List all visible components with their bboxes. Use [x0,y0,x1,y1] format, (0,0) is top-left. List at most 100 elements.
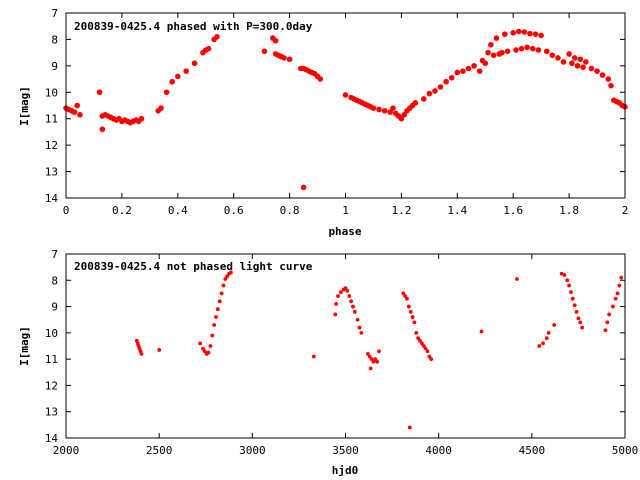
data-point [225,274,230,279]
data-point [482,60,489,67]
x-tick-label: 1.4 [447,204,467,217]
y-tick-label: 7 [51,248,58,261]
x-tick-label: 0.8 [280,204,300,217]
data-point [349,299,353,304]
data-point [210,333,215,338]
data-point [567,283,571,288]
y-tick-label: 9 [51,301,58,314]
data-point [175,73,181,80]
data-point [77,111,83,118]
y-tick-label: 10 [45,327,58,340]
data-point [603,328,608,333]
data-point [460,68,466,74]
data-point [476,68,483,74]
data-point [499,49,505,56]
data-point [410,315,415,319]
data-point [613,296,618,301]
data-point [608,82,614,89]
y-tick-label: 9 [51,60,58,73]
data-point [502,31,508,37]
data-point [524,44,530,51]
data-point [202,349,207,354]
data-point [347,294,352,298]
data-point [412,320,417,325]
data-point [504,48,511,55]
data-point [580,64,586,70]
x-tick-label: 1.6 [503,204,523,217]
data-point [570,296,575,301]
x-tick-label: 4500 [519,444,546,457]
data-point [546,330,551,335]
data-point [571,55,578,61]
data-point [605,320,610,325]
data-point [465,65,472,72]
data-point [333,312,338,317]
data-point [572,303,577,308]
data-point [429,357,434,362]
data-point [541,341,545,346]
data-point [423,346,428,351]
data-point [599,72,606,78]
data-point [454,69,461,76]
data-point [215,307,220,312]
x-tick-label: 0.4 [168,204,188,217]
x-tick-label: 1.8 [559,204,579,217]
data-point [580,325,585,330]
x-tick-label: 2 [622,204,629,217]
data-point [574,63,581,69]
data-point [208,344,213,348]
data-point [555,55,561,61]
y-tick-label: 14 [45,432,59,445]
data-point [300,184,307,191]
unphased-y-ticks: 7 8 9 10 11 12 13 14 [45,248,625,445]
data-point [345,288,350,293]
data-point [212,323,217,327]
data-point [421,344,426,348]
data-point [163,89,170,96]
data-point [518,45,525,52]
data-point [412,100,419,106]
data-point [219,291,224,296]
y-tick-label: 11 [45,353,58,366]
data-point [566,51,572,57]
x-tick-label: 2000 [53,444,80,457]
data-point [387,109,394,115]
data-point [407,425,412,430]
data-point [515,277,519,281]
unphased-chart: 2000 2500 3000 3500 4000 4500 5000 7 8 9 10 11 12 13… [18,248,638,477]
data-point [351,304,355,309]
data-point [373,357,378,362]
data-point [565,278,570,283]
unphased-chart-title: 200839-0425.4 not phased light curve [74,260,313,273]
data-point [416,336,421,341]
data-point [535,47,542,53]
y-tick-label: 8 [51,274,58,287]
data-point [537,344,542,348]
data-point [544,336,549,341]
data-point [205,45,212,52]
data-point [223,277,228,281]
data-point [377,349,381,354]
data-point [510,30,516,36]
data-point [71,109,78,115]
data-point [427,354,432,359]
data-point [405,296,409,301]
data-point [406,304,411,309]
data-point [365,351,370,356]
data-point [432,88,438,94]
data-point [370,105,377,111]
data-point [578,320,583,325]
data-point [371,359,376,364]
y-tick-label: 13 [45,166,58,179]
data-point [569,290,573,295]
y-tick-label: 12 [45,379,58,392]
x-tick-label: 1 [342,204,349,217]
data-point [398,115,405,122]
data-point [562,273,567,277]
data-point [201,346,205,351]
data-point [311,354,316,359]
data-point [221,283,226,288]
data-point [560,59,567,65]
data-point [527,30,533,37]
